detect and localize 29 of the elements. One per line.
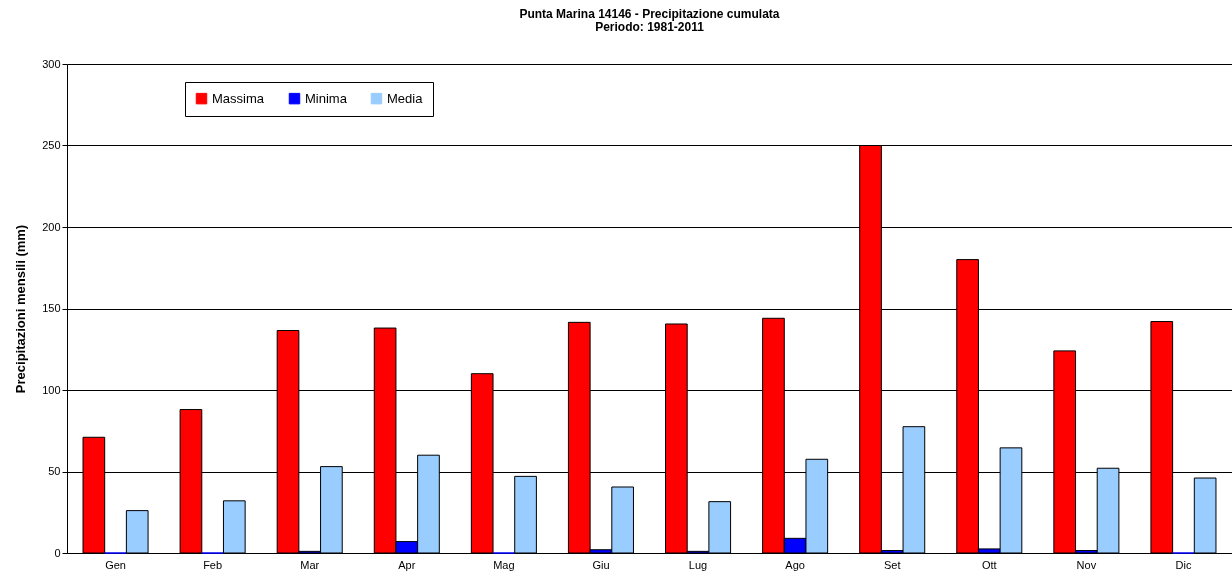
y-tick-label: 50 <box>48 465 61 477</box>
bar <box>125 510 149 554</box>
legend-label: Minima <box>305 90 348 106</box>
x-tick-label: Apr <box>398 558 416 571</box>
chart-title: Punta Marina 14146 - Precipitazione cumulata <box>519 7 780 21</box>
y-axis-title: Precipitazioni mensili (mm) <box>13 224 29 394</box>
x-tick-label: Set <box>883 558 901 571</box>
bar <box>1193 477 1217 554</box>
x-tick-label: Mar <box>300 558 320 571</box>
x-tick-label: Giu <box>592 558 610 571</box>
x-tick-label: Ago <box>785 558 805 571</box>
x-tick-label: Dic <box>1175 558 1192 571</box>
y-tick-label: 100 <box>42 383 61 396</box>
x-tick-label: Nov <box>1076 558 1097 571</box>
bar <box>514 475 537 554</box>
x-tick-label: Lug <box>688 558 708 571</box>
chart-subtitle: Periodo: 1981-2011 <box>595 20 705 34</box>
y-tick-label: 200 <box>42 220 61 233</box>
legend-label: Media <box>387 90 424 106</box>
x-tick-label: Feb <box>203 558 223 571</box>
y-tick-label: 250 <box>42 139 61 151</box>
x-tick-label: Mag <box>493 558 515 571</box>
y-tick-label: 0 <box>54 546 61 559</box>
bar <box>222 500 246 554</box>
y-tick-label: 150 <box>42 302 61 314</box>
x-tick-label: Gen <box>105 558 126 571</box>
y-tick-label: 300 <box>42 57 61 70</box>
legend-label: Massima <box>212 90 265 106</box>
x-tick-label: Ott <box>981 558 997 571</box>
